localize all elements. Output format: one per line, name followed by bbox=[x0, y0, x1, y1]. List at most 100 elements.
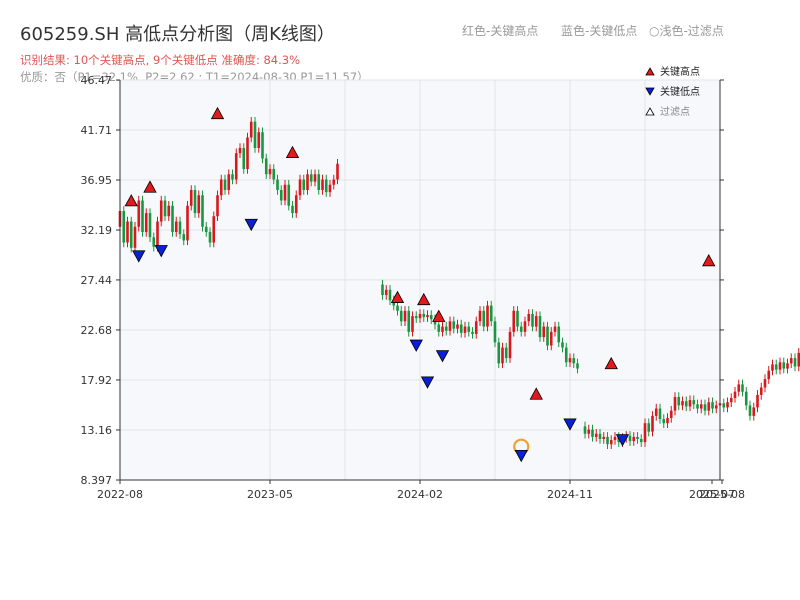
candle-body bbox=[546, 326, 549, 346]
candle-body bbox=[302, 179, 306, 190]
candle-body bbox=[287, 184, 291, 206]
candle-body bbox=[264, 158, 268, 175]
x-tick-label: 2022-08 bbox=[97, 488, 143, 501]
candle-body bbox=[748, 405, 752, 416]
candle-body bbox=[707, 402, 711, 411]
header-legend-filtered: ○浅色-过滤点 bbox=[649, 24, 724, 38]
candle-body bbox=[658, 408, 662, 420]
candle-body bbox=[501, 347, 504, 364]
candle-body bbox=[594, 433, 598, 437]
candle-body bbox=[778, 362, 782, 370]
candle-body bbox=[384, 289, 388, 296]
candle-body bbox=[497, 342, 501, 364]
candle-body bbox=[163, 200, 167, 217]
candle-body bbox=[767, 370, 771, 380]
candle-body bbox=[246, 137, 249, 169]
key-low-marker bbox=[563, 418, 577, 431]
candle-body bbox=[756, 394, 759, 408]
candle-body bbox=[156, 221, 159, 247]
candle-body bbox=[317, 174, 321, 190]
candle-body bbox=[396, 305, 399, 311]
candle-body bbox=[478, 310, 482, 322]
candle-body bbox=[606, 436, 609, 445]
key-low-marker bbox=[514, 449, 528, 463]
candle-body bbox=[418, 313, 422, 319]
candle-body bbox=[201, 195, 204, 227]
candle-body bbox=[538, 316, 542, 338]
header-legend-high: 红色-关键高点 bbox=[462, 24, 539, 38]
candle-body bbox=[141, 200, 144, 233]
candle-body bbox=[223, 179, 227, 190]
candle-body bbox=[703, 404, 707, 411]
axes: 8.397 13.16 17.92 22.68 27.44 32.19 36.95 41.71… bbox=[81, 74, 745, 501]
candle-body bbox=[722, 403, 726, 408]
candle-body bbox=[523, 321, 527, 332]
candle-body bbox=[407, 310, 411, 332]
candle-body bbox=[242, 147, 246, 169]
candle-body bbox=[193, 189, 197, 214]
candle-body bbox=[144, 213, 148, 233]
legend-low-marker bbox=[645, 87, 655, 96]
key-low-marker bbox=[244, 218, 258, 232]
candle-body bbox=[714, 405, 718, 409]
candle-body bbox=[238, 147, 242, 154]
key-low-marker bbox=[615, 434, 630, 447]
candle-body bbox=[553, 326, 557, 332]
candle-body bbox=[699, 404, 703, 409]
y-tick-label: 8.397 bbox=[81, 474, 113, 487]
candle-body bbox=[441, 326, 444, 332]
candle-body bbox=[291, 205, 294, 214]
y-tick-label: 36.95 bbox=[81, 174, 113, 187]
candle-body bbox=[422, 313, 426, 318]
key-high-marker bbox=[417, 292, 431, 306]
candle-body bbox=[647, 423, 651, 432]
candle-body bbox=[148, 213, 152, 238]
key-high-marker bbox=[210, 106, 225, 120]
x-tick-label: 2025-08 bbox=[699, 488, 745, 501]
key-low-marker bbox=[132, 250, 146, 263]
candle-body bbox=[684, 401, 688, 407]
x-tick-label: 2025-07 bbox=[689, 488, 735, 501]
candle-body bbox=[388, 289, 392, 301]
candle-body bbox=[669, 410, 673, 418]
candle-body bbox=[744, 391, 748, 406]
candle-body bbox=[662, 419, 666, 424]
candle-body bbox=[774, 364, 778, 370]
candle-body bbox=[508, 331, 512, 359]
candle-body bbox=[414, 316, 418, 319]
candle-body bbox=[471, 331, 474, 334]
key-high-marker bbox=[390, 290, 405, 303]
candle-body bbox=[512, 310, 516, 332]
candle-body bbox=[516, 310, 519, 327]
candle-body bbox=[564, 347, 568, 363]
chart-title: 605259.SH 高低点分析图（周K线图） bbox=[20, 24, 335, 45]
candle-body bbox=[561, 342, 564, 348]
candle-body bbox=[651, 415, 654, 432]
candle-body bbox=[437, 324, 441, 332]
candle-body bbox=[759, 387, 763, 395]
candle-body bbox=[257, 132, 261, 148]
candle-body bbox=[137, 200, 141, 227]
candle-body bbox=[643, 423, 647, 443]
candle-body bbox=[467, 326, 471, 332]
key-high-marker bbox=[529, 387, 543, 400]
key-high-marker bbox=[432, 309, 446, 322]
candle-body bbox=[448, 321, 452, 331]
markers bbox=[124, 106, 716, 463]
y-tick-label: 46.47 bbox=[81, 74, 113, 87]
candle-body bbox=[557, 326, 561, 343]
candle-body bbox=[576, 363, 579, 369]
candle-body bbox=[636, 436, 639, 439]
candle-body bbox=[786, 363, 789, 369]
candle-body bbox=[639, 438, 643, 443]
candle-body bbox=[654, 408, 658, 416]
candle-body bbox=[429, 315, 433, 320]
candle-body bbox=[519, 326, 523, 332]
candle-body bbox=[692, 400, 696, 405]
candle-body bbox=[673, 396, 677, 411]
y-tick-label: 32.19 bbox=[81, 224, 113, 237]
candle-body bbox=[186, 205, 189, 241]
candle-body bbox=[126, 221, 129, 243]
candle-body bbox=[261, 132, 264, 159]
candle-body bbox=[737, 384, 741, 392]
